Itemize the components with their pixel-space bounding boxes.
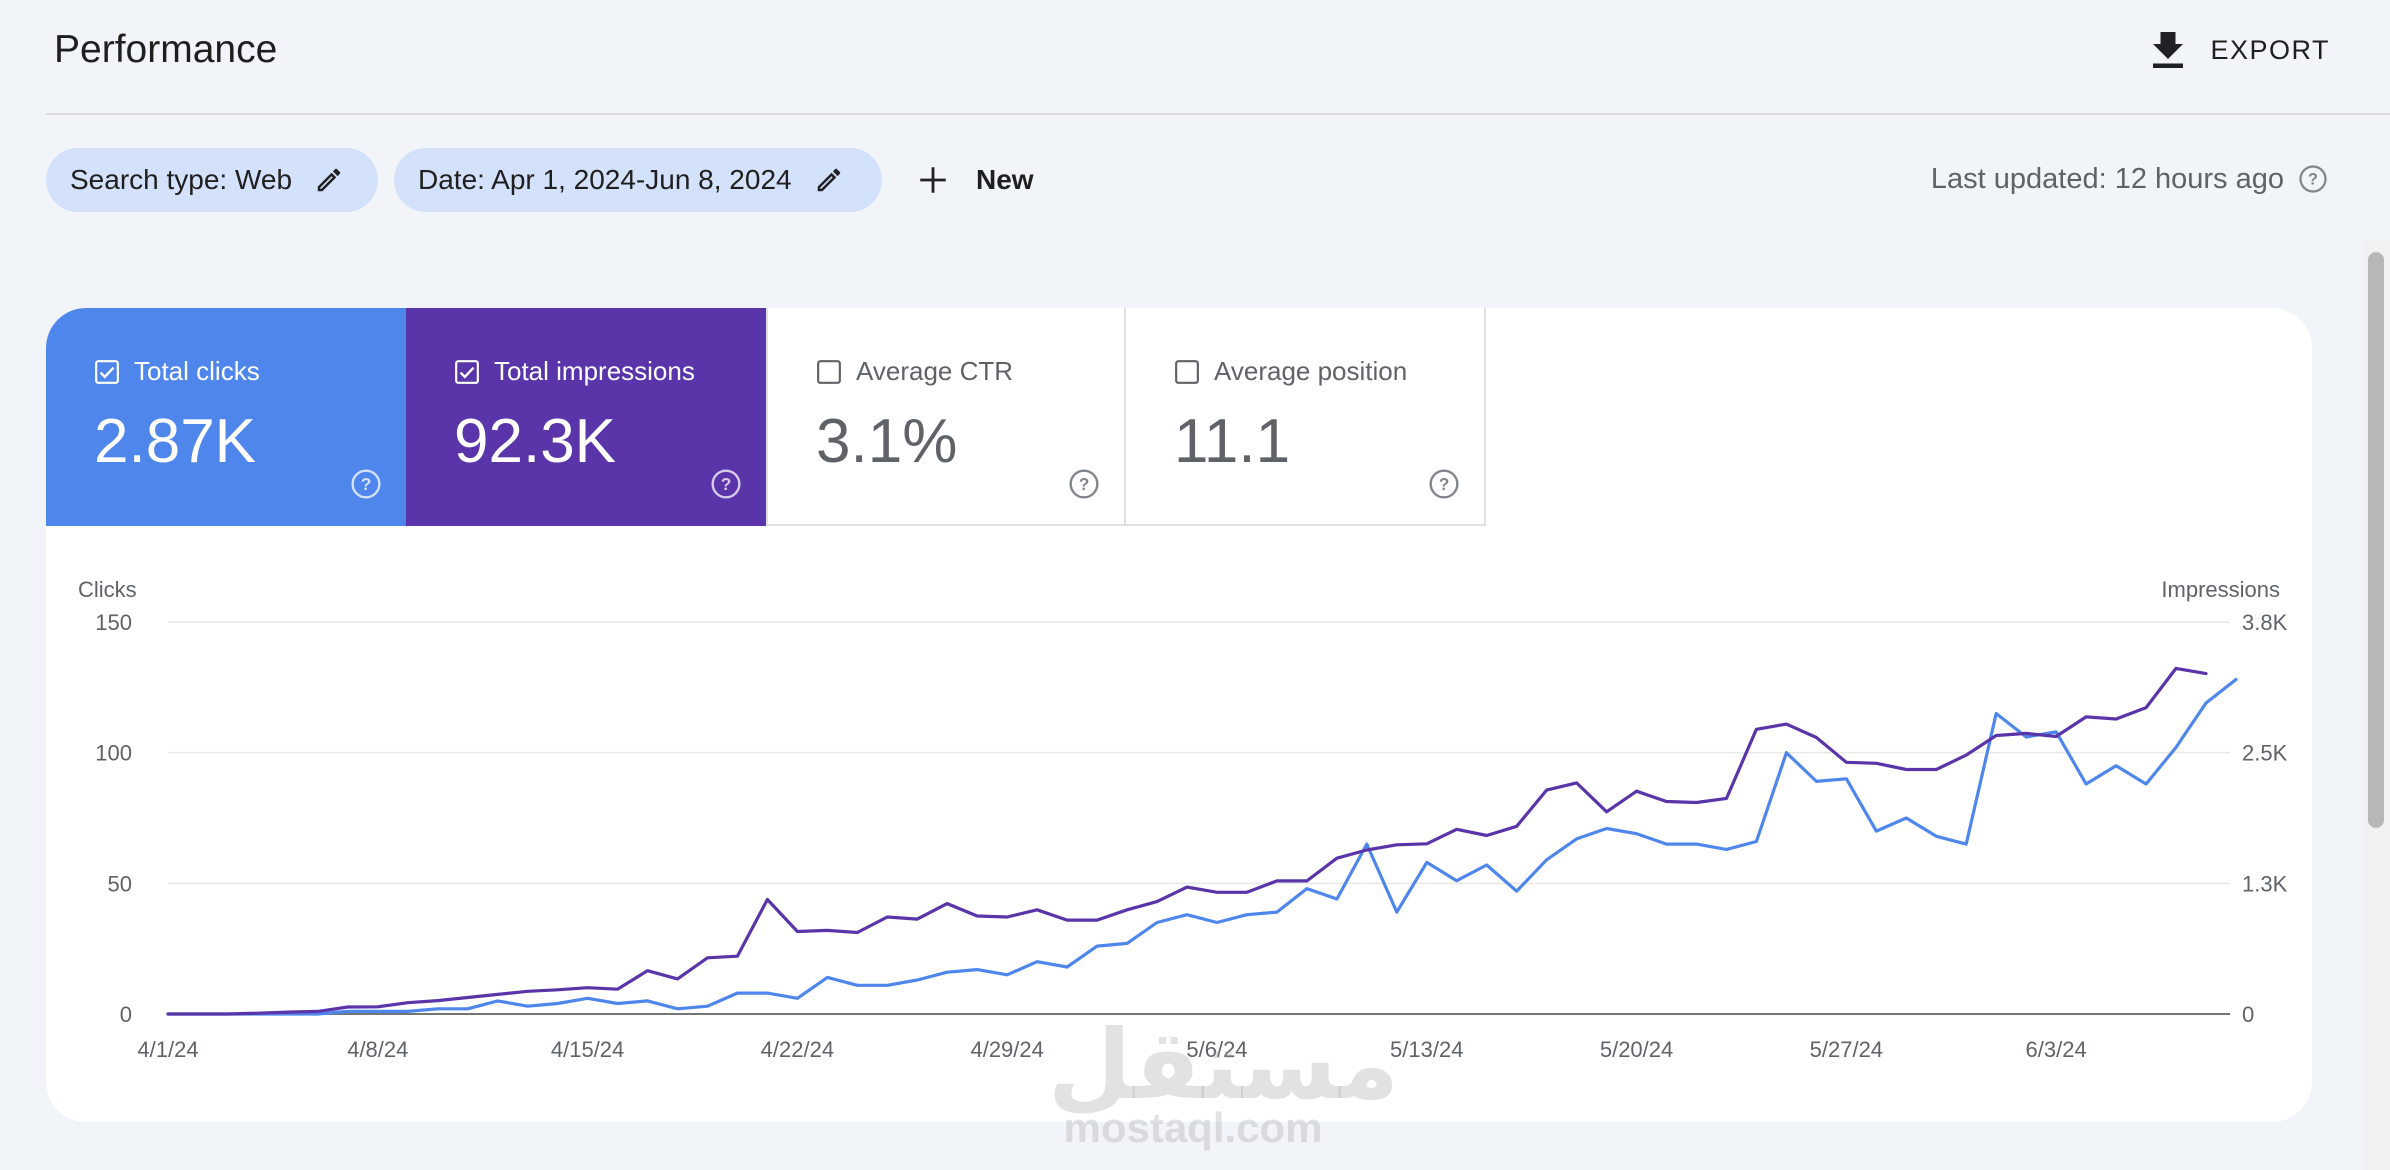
y-tick-left: 150 (95, 610, 132, 635)
plus-icon (920, 167, 946, 193)
date-range-chip[interactable]: Date: Apr 1, 2024-Jun 8, 2024 (394, 148, 882, 212)
metric-label: Total clicks (134, 356, 260, 386)
checkbox-unchecked-icon[interactable] (816, 359, 842, 385)
search-type-label: Search type: Web (70, 164, 293, 195)
watermark: مستقل mostaql.com (1048, 1012, 1400, 1151)
checkbox-unchecked-icon[interactable] (1174, 359, 1200, 385)
header-divider (46, 113, 2390, 115)
metric-average-ctr[interactable]: Average CTR 3.1% ? (766, 308, 1126, 526)
help-icon[interactable]: ? (1428, 468, 1460, 500)
watermark-url: mostaql.com (1063, 1104, 1323, 1151)
scrollbar-thumb[interactable] (2368, 252, 2384, 828)
performance-card: Total clicks 2.87K ? Total impressions 9… (46, 308, 2312, 1122)
y-tick-right: 0 (2242, 1002, 2254, 1027)
y-tick-right: 3.8K (2242, 610, 2288, 635)
export-label: EXPORT (2210, 34, 2330, 65)
last-updated-text: Last updated: 12 hours ago (1930, 162, 2284, 195)
export-button[interactable]: EXPORT (2150, 26, 2330, 74)
pencil-icon (817, 168, 840, 192)
x-tick: 5/6/24 (1186, 1037, 1247, 1062)
y-tick-left: 100 (95, 741, 132, 766)
x-tick: 4/15/24 (551, 1037, 624, 1062)
date-range-label: Date: Apr 1, 2024-Jun 8, 2024 (418, 164, 792, 195)
x-tick: 5/20/24 (1600, 1037, 1673, 1062)
search-type-chip[interactable]: Search type: Web (46, 148, 378, 212)
checkbox-checked-icon[interactable] (454, 359, 480, 385)
metric-average-position[interactable]: Average position 11.1 ? (1126, 308, 1486, 526)
help-icon[interactable]: ? (710, 468, 742, 500)
x-tick: 5/13/24 (1390, 1037, 1463, 1062)
y-axis-left-title: Clicks (78, 577, 137, 602)
y-tick-left: 50 (108, 871, 132, 896)
svg-text:?: ? (1439, 474, 1450, 494)
page-title: Performance (54, 28, 278, 71)
pencil-icon (317, 168, 341, 192)
help-icon[interactable]: ? (350, 468, 382, 500)
x-tick: 6/3/24 (2026, 1037, 2087, 1062)
series-line-impressions (166, 666, 2208, 1016)
metric-total-clicks[interactable]: Total clicks 2.87K ? (46, 308, 406, 526)
new-filter-button[interactable]: New (916, 152, 1034, 208)
last-updated: Last updated: 12 hours ago ? (1931, 156, 2328, 202)
metric-label: Average position (1214, 356, 1408, 386)
checkbox-checked-icon[interactable] (94, 359, 120, 385)
metric-total-impressions[interactable]: Total impressions 92.3K ? (406, 308, 766, 526)
help-icon[interactable]: ? (1068, 468, 1100, 500)
x-tick: 4/8/24 (347, 1037, 408, 1062)
x-tick: 5/27/24 (1810, 1037, 1883, 1062)
new-filter-label: New (976, 164, 1034, 195)
y-tick-right: 1.3K (2242, 871, 2288, 896)
watermark-arabic: مستقل (1048, 1012, 1400, 1119)
svg-text:?: ? (361, 474, 372, 494)
x-tick: 4/22/24 (761, 1037, 834, 1062)
y-tick-left: 0 (120, 1002, 132, 1027)
metric-label: Total impressions (494, 356, 695, 386)
svg-text:?: ? (721, 474, 732, 494)
y-tick-right: 2.5K (2242, 741, 2288, 766)
metric-value: 92.3K (454, 407, 617, 476)
svg-text:?: ? (1079, 474, 1090, 494)
x-tick: 4/29/24 (970, 1037, 1043, 1062)
metric-value: 2.87K (94, 407, 257, 476)
metric-label: Average CTR (856, 356, 1014, 386)
series-line-clicks (166, 677, 2238, 1016)
download-icon (2153, 32, 2184, 68)
help-icon[interactable]: ? (2298, 164, 2328, 194)
x-tick: 4/1/24 (137, 1037, 198, 1062)
metric-value: 3.1% (816, 407, 958, 476)
y-axis-right-title: Impressions (2161, 577, 2280, 602)
metric-value: 11.1 (1174, 407, 1291, 476)
svg-text:?: ? (2308, 171, 2318, 189)
